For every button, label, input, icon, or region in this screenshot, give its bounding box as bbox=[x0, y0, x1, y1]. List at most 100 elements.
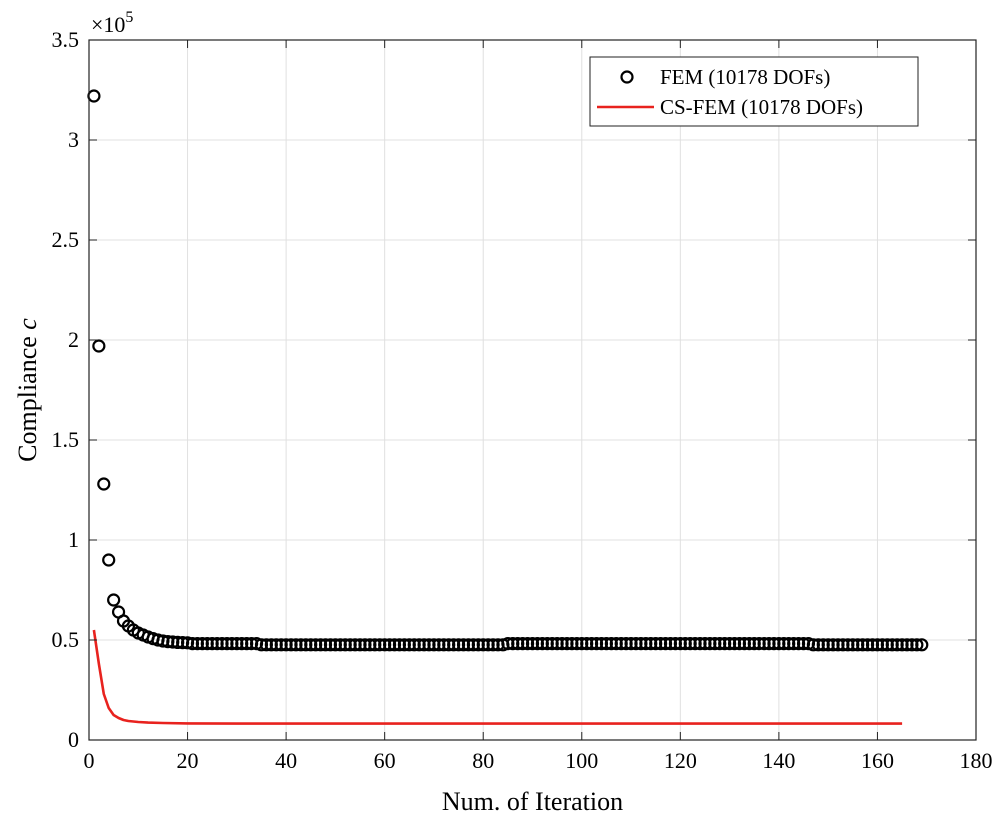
y-axis-label: Compliance c bbox=[13, 318, 42, 462]
fem-point bbox=[865, 638, 880, 652]
y-exponent-label: ×105 bbox=[91, 9, 133, 37]
y-exponent-base: ×10 bbox=[91, 12, 125, 37]
fem-point bbox=[190, 636, 205, 651]
y-tick-label: 2.5 bbox=[52, 227, 80, 252]
grid-lines bbox=[89, 40, 976, 740]
fem-point bbox=[200, 636, 214, 651]
fem-point bbox=[570, 636, 584, 651]
fem-point bbox=[767, 636, 781, 651]
fem-point bbox=[466, 638, 480, 652]
fem-point bbox=[185, 636, 200, 651]
fem-point bbox=[752, 636, 766, 651]
fem-point bbox=[673, 636, 687, 651]
fem-point bbox=[693, 636, 707, 651]
cs-fem-line bbox=[92, 629, 903, 725]
fem-point bbox=[87, 89, 101, 103]
fem-point bbox=[525, 636, 540, 651]
fem-series bbox=[87, 89, 929, 652]
fem-point bbox=[890, 638, 904, 652]
fem-point bbox=[102, 553, 116, 567]
fem-point bbox=[215, 636, 229, 651]
fem-point bbox=[442, 638, 456, 652]
fem-point bbox=[299, 638, 313, 652]
fem-point bbox=[314, 638, 328, 652]
fem-point bbox=[501, 636, 515, 651]
fem-point bbox=[649, 636, 663, 651]
fem-point bbox=[358, 638, 372, 652]
fem-point bbox=[604, 636, 618, 651]
y-tick-label: 1.5 bbox=[52, 427, 80, 452]
fem-point bbox=[791, 636, 806, 651]
fem-point bbox=[880, 638, 894, 652]
fem-point bbox=[511, 636, 525, 651]
fem-point bbox=[230, 636, 244, 651]
fem-point bbox=[338, 638, 352, 652]
fem-point bbox=[456, 638, 471, 652]
fem-point bbox=[486, 638, 500, 652]
fem-point bbox=[240, 636, 254, 651]
fem-point bbox=[309, 638, 323, 652]
fem-point bbox=[708, 636, 722, 651]
y-tick-label: 3 bbox=[68, 127, 79, 152]
x-tick-label: 100 bbox=[565, 748, 598, 773]
fem-point bbox=[353, 638, 367, 652]
fem-point bbox=[304, 638, 318, 652]
fem-point bbox=[565, 636, 579, 651]
fem-point bbox=[742, 636, 756, 651]
fem-point bbox=[737, 636, 751, 651]
fem-point bbox=[195, 636, 209, 651]
fem-point bbox=[471, 638, 485, 652]
fem-point bbox=[831, 638, 845, 652]
fem-point bbox=[841, 638, 855, 652]
fem-point bbox=[589, 636, 604, 651]
fem-point bbox=[900, 638, 914, 652]
fem-point bbox=[609, 636, 623, 651]
x-tick-label: 40 bbox=[275, 748, 297, 773]
fem-point bbox=[417, 638, 431, 652]
fem-point bbox=[259, 638, 273, 652]
fem-point bbox=[614, 636, 628, 651]
fem-point bbox=[555, 636, 569, 651]
fem-point bbox=[550, 636, 564, 651]
fem-point bbox=[274, 638, 288, 652]
fem-point bbox=[205, 636, 219, 651]
x-tick-label: 180 bbox=[960, 748, 993, 773]
fem-point bbox=[540, 636, 554, 651]
fem-point bbox=[348, 638, 362, 652]
fem-point bbox=[885, 638, 899, 652]
fem-point bbox=[447, 638, 461, 652]
fem-point bbox=[397, 638, 411, 652]
y-tick-label: 0 bbox=[68, 727, 79, 752]
cs-fem-series bbox=[92, 629, 903, 725]
fem-point bbox=[171, 635, 185, 650]
fem-point bbox=[279, 638, 293, 652]
fem-point bbox=[821, 638, 835, 652]
fem-point bbox=[235, 636, 249, 651]
fem-point bbox=[481, 638, 495, 652]
fem-point bbox=[476, 638, 490, 652]
fem-point bbox=[166, 635, 180, 649]
fem-point bbox=[772, 636, 786, 651]
legend-box bbox=[589, 56, 919, 127]
fem-point bbox=[594, 636, 609, 651]
fem-point bbox=[846, 638, 860, 652]
fem-point bbox=[402, 638, 416, 652]
fem-point bbox=[777, 636, 791, 651]
fem-point bbox=[92, 339, 106, 353]
fem-point bbox=[910, 638, 924, 652]
fem-point bbox=[516, 636, 530, 651]
fem-point bbox=[323, 638, 338, 652]
y-tick-label: 0.5 bbox=[52, 627, 80, 652]
plot-frame bbox=[88, 39, 977, 741]
fem-point bbox=[747, 636, 761, 651]
fem-point bbox=[762, 636, 776, 651]
fem-point bbox=[373, 638, 387, 652]
fem-point bbox=[363, 638, 377, 652]
fem-point bbox=[698, 636, 712, 651]
fem-point bbox=[683, 636, 697, 651]
fem-point bbox=[585, 636, 599, 651]
fem-point bbox=[905, 638, 919, 652]
fem-point bbox=[639, 636, 653, 651]
x-tick-label: 0 bbox=[84, 748, 95, 773]
fem-point bbox=[718, 636, 732, 651]
